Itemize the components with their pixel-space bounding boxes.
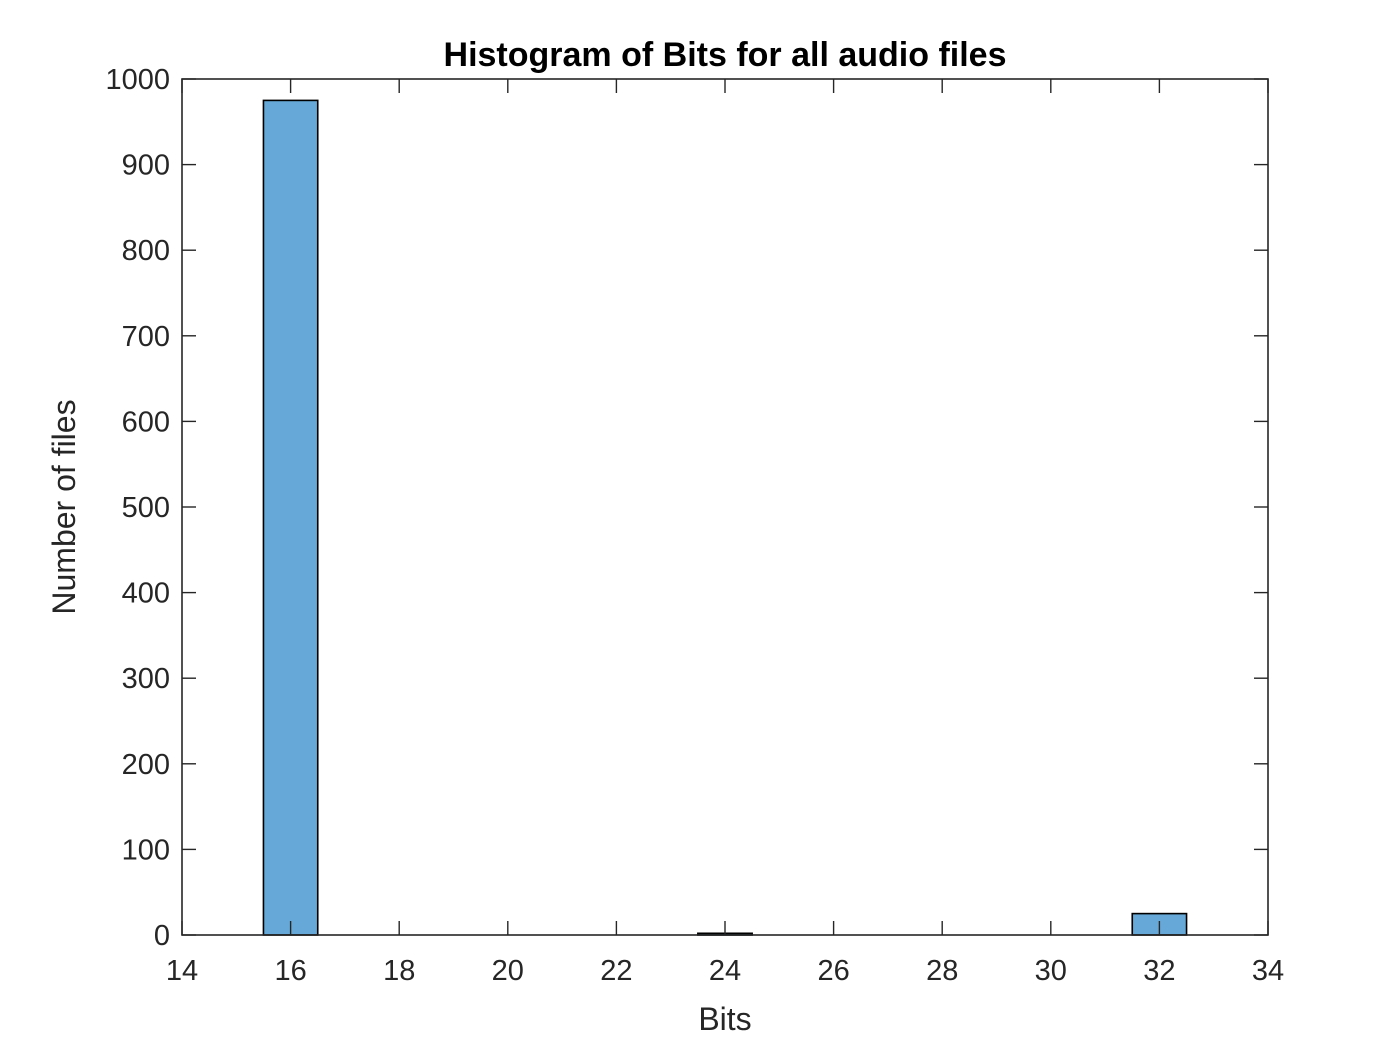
y-tick-label: 0 [154,920,170,952]
x-tick-label: 32 [1143,955,1175,987]
y-tick-label: 300 [122,663,170,695]
histogram-bar [262,99,319,936]
x-axis-label: Bits [698,1001,751,1037]
x-tick-label: 30 [1035,955,1067,987]
x-tick-label: 16 [274,955,306,987]
x-tick-label: 14 [166,955,198,987]
y-tick-label: 700 [122,321,170,353]
x-tick-label: 20 [492,955,524,987]
plot-area-frame [181,78,1269,936]
y-axis-label: Number of files [46,399,82,614]
chart-title: Histogram of Bits for all audio files [444,36,1007,74]
x-tick-label: 24 [709,955,741,987]
y-tick-label: 500 [122,492,170,524]
x-tick-label: 34 [1252,955,1284,987]
x-tick-label: 18 [383,955,415,987]
y-tick-label: 1000 [105,64,170,96]
y-tick-label: 800 [122,235,170,267]
bars-group [262,99,1188,936]
y-tick-label: 100 [122,834,170,866]
x-tick-label: 26 [817,955,849,987]
y-tick-label: 900 [122,150,170,182]
y-tick-label: 200 [122,749,170,781]
x-tick-label: 28 [926,955,958,987]
y-tick-label: 600 [122,406,170,438]
y-tick-label: 400 [122,578,170,610]
x-tick-label: 22 [600,955,632,987]
ticks-group: 14 16 18 20 22 24 26 28 30 32 34 0 100 200 300 400 500 60… [105,64,1284,987]
